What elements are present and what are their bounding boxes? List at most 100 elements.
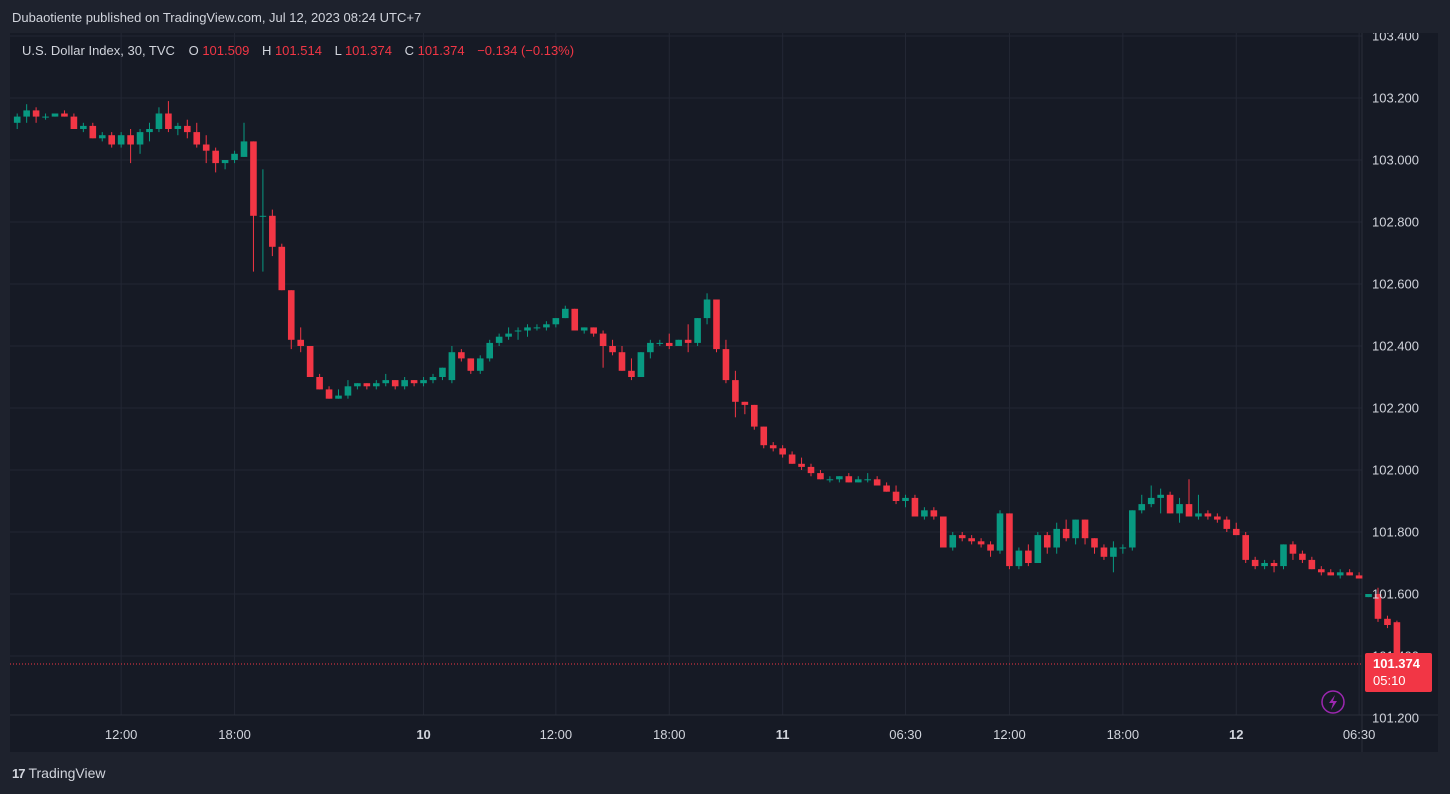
candle[interactable]	[940, 516, 947, 548]
candle[interactable]	[174, 122, 182, 136]
candle[interactable]	[552, 318, 560, 328]
lightning-icon-glyph[interactable]	[1329, 695, 1337, 710]
candle[interactable]	[665, 333, 673, 350]
lightning-icon[interactable]	[1321, 690, 1345, 714]
candle[interactable]	[287, 290, 295, 350]
candle[interactable]	[32, 107, 40, 123]
candle[interactable]	[902, 494, 909, 508]
candle[interactable]	[1384, 615, 1391, 629]
candle[interactable]	[401, 377, 408, 390]
candle[interactable]	[533, 324, 541, 331]
candle[interactable]	[977, 538, 985, 548]
candle[interactable]	[779, 445, 786, 458]
candle[interactable]	[571, 308, 579, 331]
candle[interactable]	[410, 380, 418, 387]
candle[interactable]	[1365, 594, 1372, 598]
candle[interactable]	[722, 339, 730, 384]
candle[interactable]	[1299, 550, 1306, 563]
candle[interactable]	[609, 339, 616, 356]
candle[interactable]	[1043, 532, 1051, 554]
candle[interactable]	[1119, 544, 1127, 554]
candle[interactable]	[826, 476, 834, 483]
lightning-icon-circle[interactable]	[1321, 690, 1345, 714]
candle[interactable]	[921, 507, 928, 520]
candle[interactable]	[420, 377, 427, 387]
candle[interactable]	[429, 373, 437, 384]
candle[interactable]	[543, 321, 550, 331]
candle[interactable]	[788, 451, 796, 464]
candle[interactable]	[1129, 510, 1136, 551]
candle[interactable]	[864, 473, 871, 483]
chart-frame[interactable]: 103.400 103.200 103.000 102.800 102.600 102.4…	[10, 29, 1438, 752]
candle[interactable]	[1289, 541, 1297, 560]
candle[interactable]	[297, 327, 304, 353]
candle[interactable]	[628, 358, 635, 381]
brand-name[interactable]: TradingView	[28, 765, 106, 781]
candle[interactable]	[751, 404, 758, 430]
candle[interactable]	[1185, 479, 1193, 517]
candle[interactable]	[363, 383, 371, 390]
candle[interactable]	[637, 352, 645, 377]
tradingview-logo-icon[interactable]: 17	[12, 765, 26, 781]
candle[interactable]	[61, 110, 68, 117]
candle[interactable]	[798, 457, 805, 470]
candle[interactable]	[741, 401, 749, 415]
candle[interactable]	[1025, 544, 1032, 567]
candle[interactable]	[675, 339, 682, 346]
candle[interactable]	[1062, 519, 1070, 542]
candle[interactable]	[987, 541, 994, 557]
candle[interactable]	[1270, 559, 1278, 573]
candle[interactable]	[448, 346, 456, 384]
candle[interactable]	[467, 358, 475, 374]
candle[interactable]	[259, 169, 267, 272]
candle[interactable]	[562, 305, 569, 319]
candle[interactable]	[184, 119, 191, 139]
candle[interactable]	[335, 389, 342, 399]
candle[interactable]	[599, 330, 607, 368]
candle[interactable]	[1214, 513, 1221, 523]
candle[interactable]	[51, 113, 59, 117]
candle[interactable]	[1015, 547, 1023, 570]
candle[interactable]	[1034, 532, 1042, 563]
candle[interactable]	[240, 122, 248, 157]
candle[interactable]	[580, 327, 588, 334]
candle[interactable]	[968, 535, 975, 545]
candle[interactable]	[713, 299, 720, 353]
candle[interactable]	[306, 346, 314, 377]
candle[interactable]	[1006, 513, 1013, 570]
candle[interactable]	[458, 349, 465, 362]
candle[interactable]	[391, 380, 399, 390]
candle[interactable]	[316, 373, 323, 390]
candle[interactable]	[1242, 532, 1249, 563]
candle[interactable]	[1081, 519, 1089, 545]
candle[interactable]	[883, 482, 890, 492]
candle[interactable]	[1195, 494, 1202, 520]
candle[interactable]	[703, 293, 711, 325]
candle[interactable]	[911, 494, 919, 517]
candle[interactable]	[382, 373, 390, 387]
candle[interactable]	[495, 333, 503, 346]
candle[interactable]	[1308, 556, 1316, 570]
candle[interactable]	[836, 476, 843, 483]
candle[interactable]	[647, 339, 654, 359]
candle[interactable]	[476, 355, 484, 374]
candle[interactable]	[344, 380, 352, 399]
candle[interactable]	[250, 141, 257, 272]
candle[interactable]	[1091, 538, 1098, 554]
candle[interactable]	[1318, 566, 1325, 576]
candle[interactable]	[514, 327, 522, 340]
candle[interactable]	[1355, 572, 1363, 579]
candle[interactable]	[108, 132, 115, 148]
candle[interactable]	[269, 209, 276, 257]
candle[interactable]	[892, 485, 900, 505]
candle[interactable]	[117, 132, 125, 148]
candle[interactable]	[127, 129, 134, 164]
candle[interactable]	[1346, 569, 1353, 576]
candle[interactable]	[873, 476, 881, 486]
candle[interactable]	[1166, 491, 1174, 514]
candle[interactable]	[769, 442, 777, 452]
candle[interactable]	[155, 107, 163, 133]
candle[interactable]	[1232, 522, 1240, 536]
candle[interactable]	[1261, 559, 1268, 570]
candle[interactable]	[231, 150, 238, 164]
